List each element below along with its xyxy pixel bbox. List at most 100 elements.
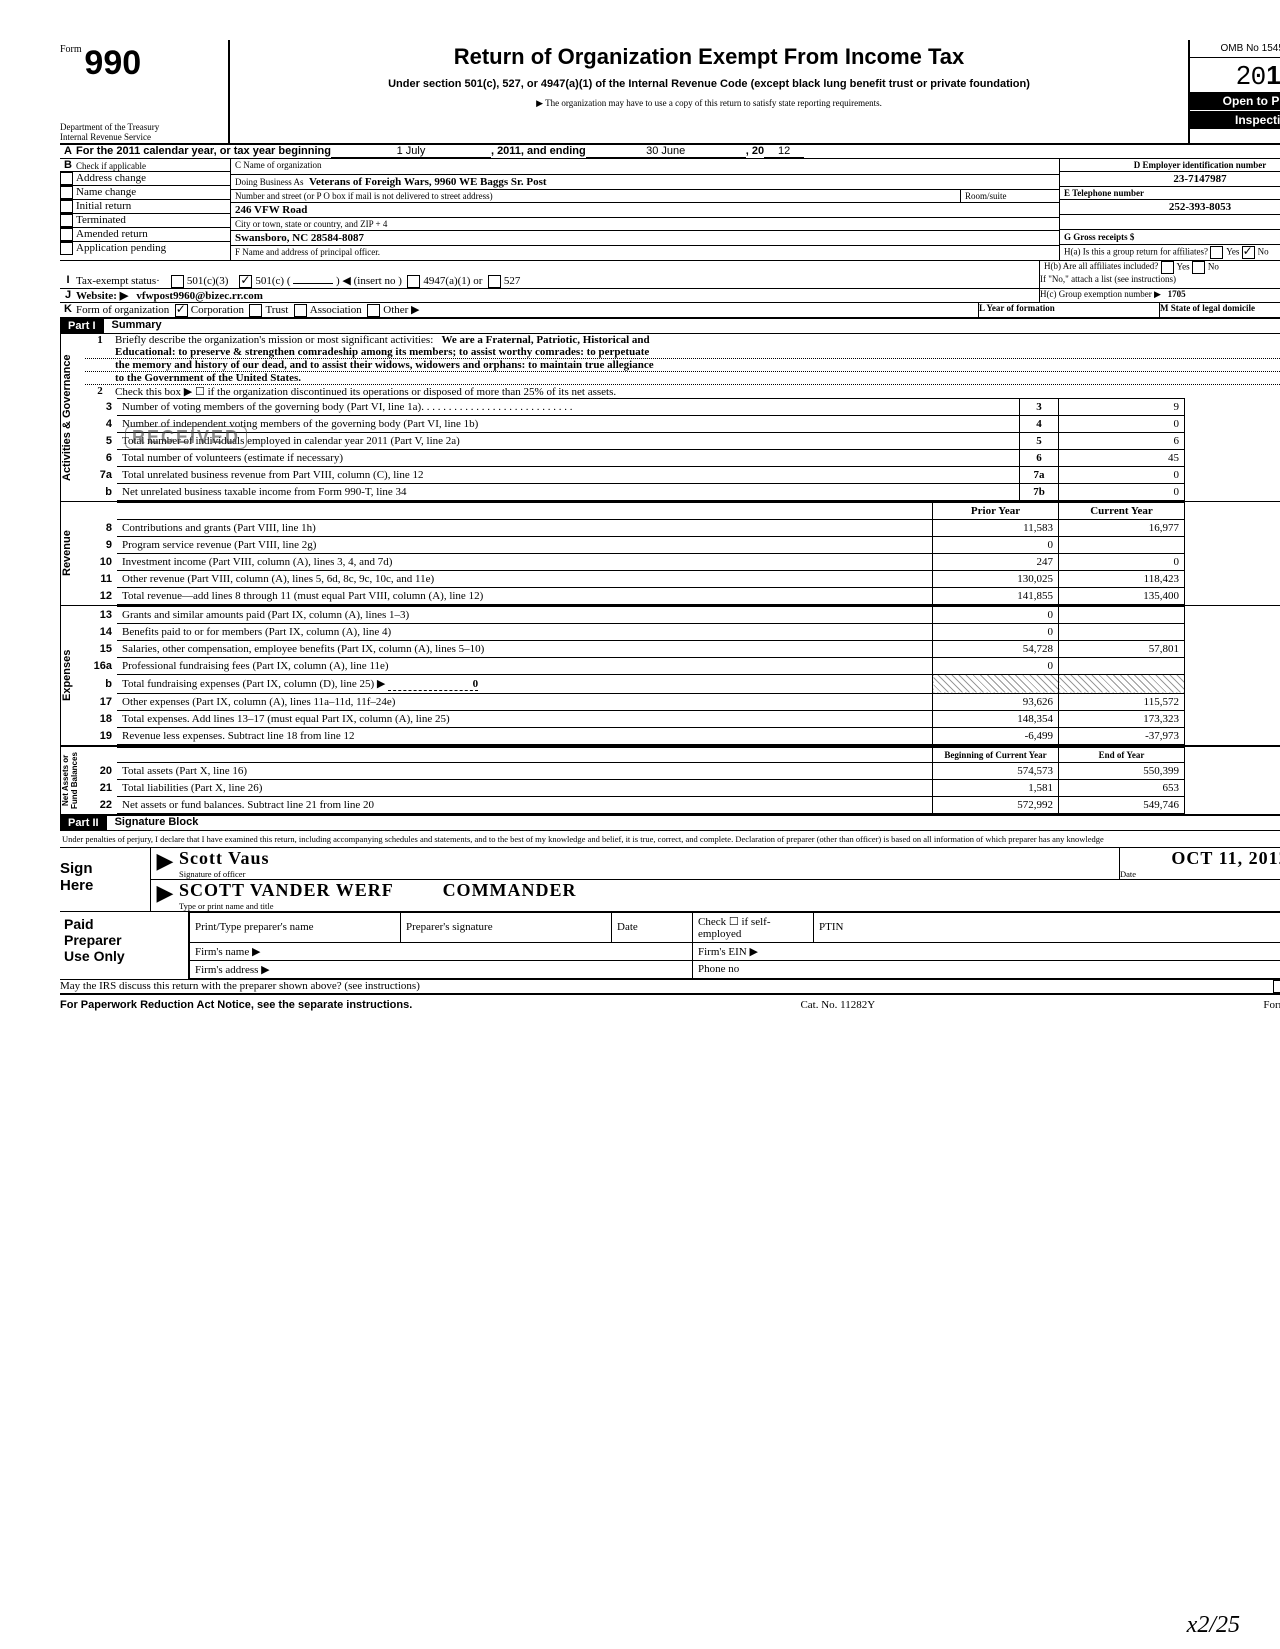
k-label: Form of organization	[76, 304, 169, 316]
state-req-note: ▶ The organization may have to use a cop…	[238, 98, 1180, 109]
l10-lbl: Investment income (Part VIII, column (A)…	[117, 553, 933, 570]
l16b-curr-shade	[1059, 674, 1185, 693]
l17-prior: 93,626	[933, 693, 1059, 710]
chk-amended[interactable]	[60, 228, 73, 241]
l21-eoy: 653	[1059, 779, 1185, 796]
b-label: Check if applicable	[76, 159, 146, 171]
part2-header: Part II	[60, 816, 107, 830]
hc-label: H(c) Group exemption number ▶	[1040, 289, 1161, 299]
form-header: Form 990 Department of the Treasury Inte…	[60, 40, 1280, 145]
footer-cat: Cat. No. 11282Y	[800, 999, 875, 1011]
l13-curr	[1059, 606, 1185, 623]
may-irs-discuss: May the IRS discuss this return with the…	[60, 980, 1190, 993]
pp-date-lbl: Date	[612, 912, 693, 942]
l16b-val: 0	[388, 678, 478, 691]
lbl-initial-return: Initial return	[76, 200, 131, 213]
sign-date-label: Date	[1120, 869, 1280, 879]
chk-ha-yes[interactable]	[1210, 246, 1223, 259]
l8-lbl: Contributions and grants (Part VIII, lin…	[117, 519, 933, 536]
chk-501c3[interactable]	[171, 275, 184, 288]
net-assets-table: Beginning of Current YearEnd of Year 20T…	[85, 747, 1185, 814]
l19-curr: -37,973	[1059, 727, 1185, 744]
part1-header: Part I	[60, 319, 104, 333]
lbl-4947: 4947(a)(1) or	[423, 275, 482, 287]
l10-prior: 247	[933, 553, 1059, 570]
l12-prior: 141,855	[933, 587, 1059, 604]
pp-name-lbl: Print/Type preparer's name	[190, 912, 401, 942]
print-name-label: Type or print name and title	[179, 901, 1280, 911]
chk-hb-no[interactable]	[1192, 261, 1205, 274]
part1-title: Summary	[104, 319, 162, 333]
lbl-501c: 501(c) (	[255, 275, 290, 287]
tax-year: 2011	[1190, 58, 1280, 92]
chk-other[interactable]	[367, 304, 380, 317]
chk-irs-yes[interactable]	[1273, 980, 1280, 993]
dba-value: Veterans of Foreigh Wars, 9960 WE Baggs …	[309, 176, 547, 188]
pp-firm-ein-lbl: Firm's EIN ▶	[693, 942, 1280, 960]
col-boy: Beginning of Current Year	[933, 747, 1059, 762]
l1-mission-c: the memory and history of our dead, and …	[85, 359, 1280, 372]
l1-mission-d: to the Government of the United States.	[85, 372, 1280, 385]
officer-signature: Scott Vaus	[179, 848, 1119, 869]
l21-lbl: Total liabilities (Part X, line 26)	[117, 779, 933, 796]
paid-preparer-block: Paid Preparer Use Only Print/Type prepar…	[60, 912, 1280, 980]
l15-curr: 57,801	[1059, 640, 1185, 657]
chk-501c[interactable]	[239, 275, 252, 288]
chk-terminated[interactable]	[60, 214, 73, 227]
lbl-other: Other ▶	[383, 304, 419, 316]
l7b-val: 0	[1059, 483, 1185, 500]
l1-mission-b: Educational: to preserve & strengthen co…	[85, 346, 1280, 359]
chk-address-change[interactable]	[60, 172, 73, 185]
l16b-prior-shade	[933, 674, 1059, 693]
chk-name-change[interactable]	[60, 186, 73, 199]
l9-prior: 0	[933, 536, 1059, 553]
l20-eoy: 550,399	[1059, 762, 1185, 779]
vt-revenue: Revenue	[60, 502, 85, 605]
l-yof-label: L Year of formation	[979, 303, 1055, 313]
i-label: Tax-exempt status·	[76, 275, 160, 287]
form-label: Form	[60, 44, 82, 55]
footer-right: Form 990 (2011)	[1263, 999, 1280, 1011]
l7b-lbl: Net unrelated business taxable income fr…	[122, 486, 407, 498]
chk-assoc[interactable]	[294, 304, 307, 317]
hb2-note: If "No," attach a list (see instructions…	[1039, 274, 1280, 288]
ha-label: H(a) Is this a group return for affiliat…	[1064, 246, 1208, 256]
f-label: F Name and address of principal officer.	[231, 246, 1059, 258]
lbl-amended: Amended return	[76, 228, 148, 241]
chk-app-pending[interactable]	[60, 242, 73, 255]
chk-hb-yes[interactable]	[1161, 261, 1174, 274]
l10-curr: 0	[1059, 553, 1185, 570]
l11-prior: 130,025	[933, 570, 1059, 587]
pp-firm-name-lbl: Firm's name ▶	[190, 942, 693, 960]
vt-net-assets: Net Assets or Fund Balances	[60, 747, 85, 814]
chk-527[interactable]	[488, 275, 501, 288]
l8-prior: 11,583	[933, 519, 1059, 536]
paid-preparer-label: Paid Preparer Use Only	[60, 912, 189, 979]
chk-corp[interactable]	[175, 304, 188, 317]
l16b-lbl: Total fundraising expenses (Part IX, col…	[122, 678, 385, 690]
chk-ha-no[interactable]	[1242, 246, 1255, 259]
l12-curr: 135,400	[1059, 587, 1185, 604]
chk-trust[interactable]	[249, 304, 262, 317]
j-website: vfwpost9960@bizec.rr.com	[136, 290, 263, 302]
e-tel-value: 252-393-8053	[1060, 200, 1280, 215]
l7a-val: 0	[1059, 466, 1185, 483]
l14-curr	[1059, 623, 1185, 640]
e-tel-label: E Telephone number	[1060, 187, 1280, 200]
pp-sig-lbl: Preparer's signature	[401, 912, 612, 942]
lbl-address-change: Address change	[76, 172, 146, 185]
chk-initial-return[interactable]	[60, 200, 73, 213]
g-label: G Gross receipts $	[1060, 230, 1280, 244]
city-label: City or town, state or country, and ZIP …	[231, 218, 1059, 231]
lbl-corp: Corporation	[191, 304, 244, 316]
c-name-label: C Name of organization	[231, 159, 1059, 175]
chk-4947[interactable]	[407, 275, 420, 288]
l7a-lbl: Total unrelated business revenue from Pa…	[122, 469, 423, 481]
pp-phone-lbl: Phone no	[693, 960, 1280, 978]
dba-label: Doing Business As	[235, 177, 304, 187]
open-public-2: Inspection	[1190, 110, 1280, 129]
city-value: Swansboro, NC 28584-8087	[231, 231, 1059, 246]
form-number: 990	[84, 44, 141, 82]
col-eoy: End of Year	[1059, 747, 1185, 762]
lbl-hb-no: No	[1208, 261, 1219, 271]
